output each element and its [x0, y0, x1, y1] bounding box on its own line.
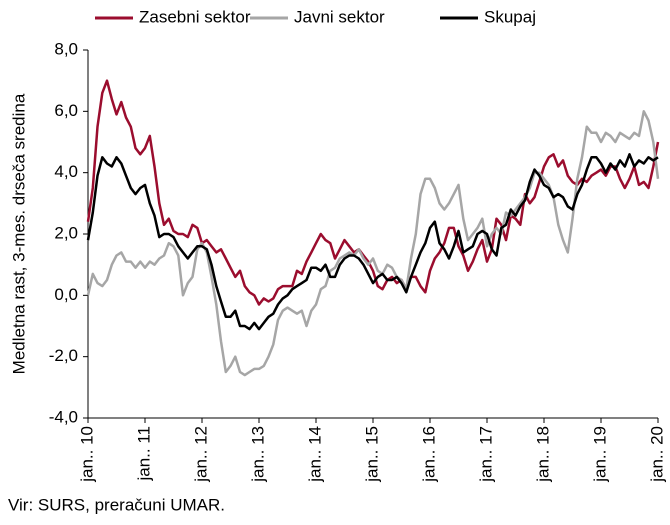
series-line	[86, 110, 660, 377]
y-tick-label: 0,0	[54, 285, 78, 304]
source-note: Vir: SURS, preračuni UMAR.	[8, 495, 225, 514]
x-tick-label: jan.. 14	[305, 426, 324, 483]
x-tick-label: jan.. 19	[590, 426, 609, 483]
y-tick-label: -4,0	[49, 407, 78, 426]
y-tick-label: 2,0	[54, 223, 78, 242]
x-tick-label: jan.. 10	[77, 426, 96, 483]
x-tick-label: jan.. 12	[191, 426, 210, 483]
legend-label: Javni sektor	[294, 7, 385, 26]
y-tick-label: -2,0	[49, 346, 78, 365]
series-line	[86, 79, 660, 306]
legend-label: Skupaj	[484, 7, 536, 26]
x-tick-label: jan.. 15	[362, 426, 381, 483]
x-tick-label: jan.. 16	[419, 426, 438, 483]
x-tick-label: jan.. 18	[533, 426, 552, 483]
y-tick-label: 6,0	[54, 101, 78, 120]
series-line	[86, 153, 659, 331]
x-tick-label: jan.. 11	[134, 426, 153, 482]
y-axis-title: Medletna rast, 3-mes. drseča sredina	[9, 93, 28, 374]
y-tick-label: 8,0	[54, 39, 78, 58]
x-tick-label: jan.. 13	[248, 426, 267, 483]
x-tick-label: jan.. 17	[476, 426, 495, 483]
y-tick-label: 4,0	[54, 162, 78, 181]
legend-label: Zasebni sektor	[139, 7, 251, 26]
x-tick-label: jan.. 20	[647, 426, 666, 483]
